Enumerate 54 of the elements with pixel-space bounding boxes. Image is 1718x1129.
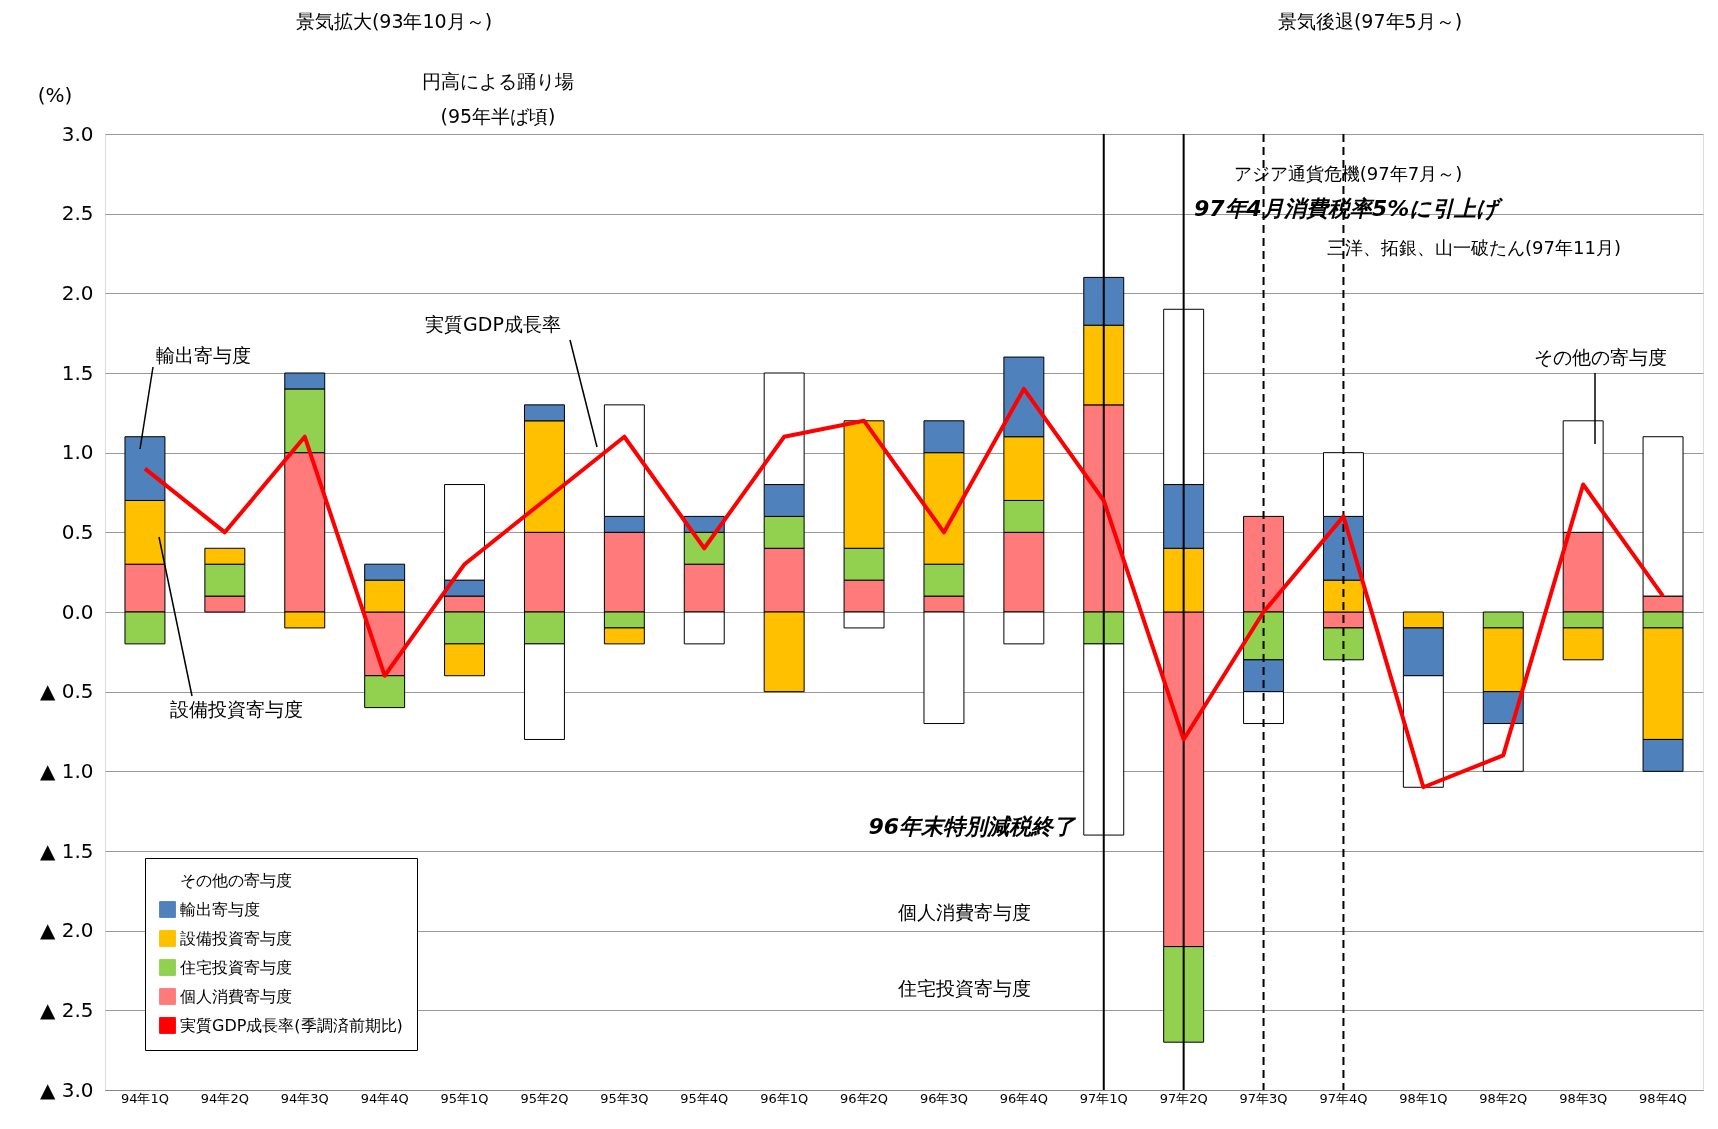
- annotation: 住宅投資寄与度: [896, 977, 1031, 999]
- text: その他の寄与度: [1533, 346, 1667, 368]
- x-tick-label: 98年4Q: [1639, 1090, 1688, 1106]
- x-tick-label: 95年3Q: [600, 1090, 649, 1106]
- y-tick-label: ▲ 3.0: [39, 1077, 94, 1102]
- legend-label: 個人消費寄与度: [180, 986, 292, 1006]
- y-tick-label: 0.0: [61, 599, 94, 624]
- x-tick-label: 97年3Q: [1239, 1090, 1288, 1106]
- x-tick-label: 96年4Q: [999, 1090, 1048, 1106]
- legend-label: 実質GDP成長率(季調済前期比): [180, 1015, 403, 1035]
- y-tick-label: 0.5: [61, 519, 94, 544]
- x-tick-label: 98年3Q: [1559, 1090, 1608, 1106]
- text: 景気拡大(93年10月～): [295, 10, 493, 32]
- text: 景気後退(97年5月～): [1277, 10, 1463, 32]
- y-tick-label: ▲ 2.0: [39, 918, 94, 943]
- ref-line-label: 三洋、拓銀、山一破たん(97年11月): [1327, 237, 1621, 258]
- x-tick-label: 96年3Q: [919, 1090, 968, 1106]
- x-tick-label: 98年1Q: [1399, 1090, 1448, 1106]
- x-tick-label: 97年4Q: [1319, 1090, 1368, 1106]
- x-tick-label: 94年2Q: [200, 1090, 249, 1106]
- text: (95年半ば頃): [440, 105, 556, 127]
- annotation: 設備投資寄与度: [169, 698, 303, 720]
- x-tick-label: 94年4Q: [360, 1090, 409, 1106]
- annotation: 輸出寄与度: [155, 344, 251, 366]
- x-tick-label: 94年3Q: [280, 1090, 329, 1106]
- line-series: [142, 386, 1666, 790]
- x-tick-label: 96年1Q: [760, 1090, 809, 1106]
- annotation: その他の寄与度: [180, 870, 292, 890]
- x-tick-label: 98年2Q: [1479, 1090, 1528, 1106]
- y-tick-label: ▲ 1.5: [39, 838, 94, 863]
- y-tick-label: ▲ 2.5: [39, 997, 94, 1022]
- x-tick-label: 97年1Q: [1079, 1090, 1128, 1106]
- legend-label: 輸出寄与度: [180, 899, 260, 919]
- y-tick-label: ▲ 0.5: [39, 679, 94, 704]
- y-tick-label: ▲ 1.0: [39, 758, 94, 783]
- annotation: 実質GDP成長率: [425, 313, 561, 335]
- x-tick-label: 95年2Q: [520, 1090, 569, 1106]
- x-tick-label: 94年1Q: [120, 1090, 169, 1106]
- ref-line-label: 96年末特別減税終了: [868, 814, 1076, 839]
- y-tick-label: 1.5: [61, 360, 94, 385]
- legend-label: 住宅投資寄与度: [179, 957, 292, 977]
- y-tick-label: 1.0: [61, 440, 94, 465]
- text: 円高による踊り場: [422, 70, 574, 92]
- annotation: 個人消費寄与度: [897, 901, 1031, 923]
- x-tick-label: 95年1Q: [440, 1090, 489, 1106]
- y-tick-label: 2.0: [61, 280, 94, 305]
- y-axis-title: (%): [37, 83, 73, 107]
- x-tick-label: 97年2Q: [1159, 1090, 1208, 1106]
- ref-line-label: 97年4月消費税率5%に引上げ: [1194, 196, 1504, 221]
- legend-label: 設備投資寄与度: [180, 928, 292, 948]
- x-tick-label: 96年2Q: [840, 1090, 889, 1106]
- y-tick-label: 3.0: [61, 121, 94, 146]
- y-tick-label: 2.5: [61, 201, 94, 226]
- x-tick-label: 95年4Q: [680, 1090, 729, 1106]
